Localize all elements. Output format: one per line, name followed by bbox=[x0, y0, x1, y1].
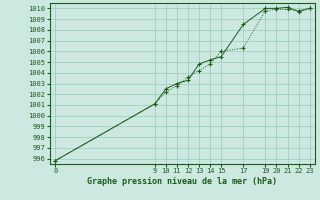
X-axis label: Graphe pression niveau de la mer (hPa): Graphe pression niveau de la mer (hPa) bbox=[87, 177, 277, 186]
